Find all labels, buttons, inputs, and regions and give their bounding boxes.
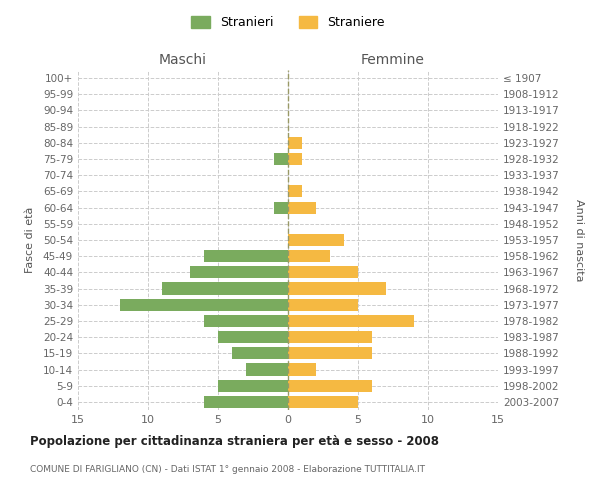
Bar [204,396,288,408]
Bar [288,137,302,149]
Bar [246,364,288,376]
Bar [288,315,414,327]
Bar [274,153,288,165]
Bar [204,250,288,262]
Bar [288,348,372,360]
Bar [204,315,288,327]
Text: COMUNE DI FARIGLIANO (CN) - Dati ISTAT 1° gennaio 2008 - Elaborazione TUTTITALIA: COMUNE DI FARIGLIANO (CN) - Dati ISTAT 1… [30,465,425,474]
Bar [120,298,288,311]
Bar [288,202,316,213]
Bar [274,202,288,213]
Bar [288,380,372,392]
Bar [218,331,288,343]
Bar [288,186,302,198]
Text: Femmine: Femmine [361,53,425,67]
Y-axis label: Anni di nascita: Anni di nascita [574,198,584,281]
Bar [190,266,288,278]
Bar [218,380,288,392]
Bar [288,298,358,311]
Legend: Stranieri, Straniere: Stranieri, Straniere [186,11,390,34]
Bar [288,331,372,343]
Bar [232,348,288,360]
Bar [288,396,358,408]
Bar [288,266,358,278]
Bar [288,234,344,246]
Text: Popolazione per cittadinanza straniera per età e sesso - 2008: Popolazione per cittadinanza straniera p… [30,435,439,448]
Bar [288,282,386,294]
Y-axis label: Fasce di età: Fasce di età [25,207,35,273]
Bar [288,364,316,376]
Bar [162,282,288,294]
Bar [288,153,302,165]
Text: Maschi: Maschi [159,53,207,67]
Bar [288,250,330,262]
